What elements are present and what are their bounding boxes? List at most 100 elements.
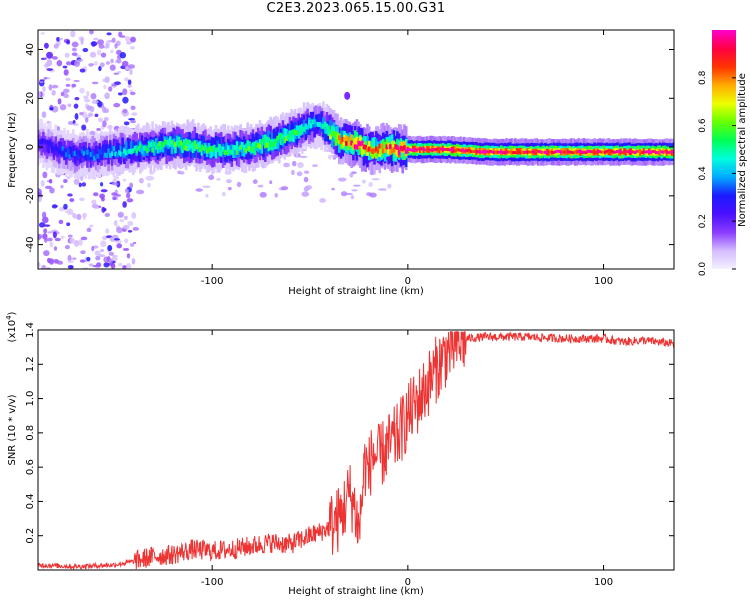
spectrogram-noise-cell xyxy=(88,63,94,67)
spectrogram-noise-cell xyxy=(89,30,94,35)
spectrogram-ridge-cell xyxy=(470,150,473,153)
spectrogram-noise-cell xyxy=(269,180,273,185)
spectrogram-ridge-cell xyxy=(232,147,235,159)
spectrogram-ridge-cell xyxy=(528,150,531,154)
spectrogram-noise-cell xyxy=(75,54,82,58)
spectrogram-ridge-cell xyxy=(524,150,528,154)
spectrogram-ridge-cell xyxy=(200,144,204,150)
spectrogram-ridge-cell xyxy=(658,150,662,154)
spectrogram-ridge-cell xyxy=(383,147,387,153)
spectrogram-noise-cell xyxy=(66,40,70,45)
spectrogram-noise-cell xyxy=(205,193,209,198)
spectrogram-noise-cell xyxy=(93,61,98,66)
spectrogram-ridge-cell xyxy=(302,126,306,132)
spectrogram-ridge-cell xyxy=(207,147,211,153)
spectrogram-ridge-cell xyxy=(618,150,621,153)
spectrogram-noise-cell xyxy=(120,35,126,38)
spectrogram-ridge-cell xyxy=(306,124,309,130)
spectrogram-ridge-cell xyxy=(646,150,649,154)
spectrogram-noise-cell xyxy=(305,185,313,190)
spectrogram-ridge-cell xyxy=(116,142,119,154)
spectrogram-noise-cell xyxy=(128,64,135,69)
spectrogram-ridge-cell xyxy=(234,147,237,159)
spectrogram-noise-cell xyxy=(89,51,97,58)
spectrogram-noise-cell xyxy=(103,262,110,268)
spectrogram-noise-cell xyxy=(350,195,355,200)
spectrogram-ridge-cell xyxy=(283,138,286,144)
spectrogram-ridge-cell xyxy=(596,149,600,153)
spectrogram-noise-cell xyxy=(111,192,118,196)
spectrogram-ridge-cell xyxy=(397,150,401,156)
spectrogram-ridge-cell xyxy=(137,142,140,162)
spectrogram-noise-cell xyxy=(79,259,86,263)
spectrogram-noise-cell xyxy=(95,266,100,269)
spectrogram-noise-cell xyxy=(119,218,125,223)
spectrogram-noise-cell xyxy=(38,234,41,241)
spectrogram-ridge-cell xyxy=(626,150,630,154)
spectrogram-ridge-cell xyxy=(373,148,376,154)
spectrogram-ridge-cell xyxy=(172,142,176,148)
spectrogram-y-tick-label: 40 xyxy=(25,43,36,56)
spectrogram-noise-cell xyxy=(127,230,133,233)
spectrogram-noise-cell xyxy=(64,245,70,250)
spectrogram-ridge-cell xyxy=(121,144,124,156)
spectrogram-ridge-cell xyxy=(392,140,396,152)
spectrogram-ridge-cell xyxy=(116,152,119,158)
spectrogram-noise-cell xyxy=(110,49,114,54)
colorbar-ticks: 0.0 0.2 0.4 0.6 0.8 xyxy=(698,70,736,276)
spectrogram-ridge-cell xyxy=(197,142,200,148)
spectrogram-ridge-cell xyxy=(563,150,567,154)
spectrogram-ridge-cell xyxy=(151,139,154,151)
spectrogram-ridge-cell xyxy=(304,124,308,130)
spectrogram-noise-cell xyxy=(67,121,74,126)
spectrogram-noise-cell xyxy=(73,240,80,247)
spectrogram-ridge-cell xyxy=(165,139,168,145)
spectrogram-ridge-cell xyxy=(588,149,591,153)
spectrogram-noise-cell xyxy=(126,253,131,259)
spectrogram-ridge-cell xyxy=(348,142,352,148)
spectrogram-noise-cell xyxy=(79,87,85,94)
spectrogram-ridge-cell xyxy=(411,148,415,152)
spectrogram-noise-cell xyxy=(113,72,119,75)
spectrogram-ridge-cell xyxy=(517,150,521,154)
spectrogram-ridge-cell xyxy=(82,151,86,157)
spectrogram-ridge-cell xyxy=(507,150,510,154)
spectrogram-ridge-cell xyxy=(66,148,70,154)
spectrogram-noise-cell xyxy=(43,77,48,80)
spectrogram-noise-cell xyxy=(337,177,347,182)
spectrogram-noise-cell xyxy=(97,49,102,56)
spectrogram-ridge-cell xyxy=(614,150,618,154)
spectrogram-noise-cell xyxy=(236,181,242,188)
spectrogram-ridge-cell xyxy=(621,151,625,155)
spectrogram-ridge-cell xyxy=(477,150,480,154)
spectrogram-ridge-cell xyxy=(378,143,382,149)
spectrogram-ridge-cell xyxy=(320,123,323,129)
spectrogram-noise-cell xyxy=(38,196,43,202)
spectrogram-noise-cell xyxy=(53,43,59,49)
spectrogram-ridge-cell xyxy=(43,142,47,153)
spectrogram-noise-cell xyxy=(100,52,107,58)
spectrogram-ridge-cell xyxy=(656,151,660,155)
spectrogram-noise-cell xyxy=(40,180,45,187)
spectrogram-ridge-cell xyxy=(345,140,348,146)
spectrogram-ridge-cell xyxy=(175,140,179,146)
spectrogram-noise-cell xyxy=(113,102,121,108)
spectrogram-noise-cell xyxy=(45,185,52,190)
spectrogram-noise-cell xyxy=(103,84,107,90)
spectrogram-noise-cell xyxy=(98,205,102,209)
spectrogram-noise-cell xyxy=(319,198,327,203)
spectrogram-noise-cell xyxy=(122,112,127,117)
spectrogram-noise-cell xyxy=(122,224,130,230)
spectrogram-noise-cell xyxy=(122,96,129,104)
spectrogram-noise-cell xyxy=(74,97,80,101)
spectrogram-ridge-cell xyxy=(128,148,131,154)
spectrogram-ridge-cell xyxy=(202,146,205,151)
spectrogram-ridge-cell xyxy=(239,144,242,150)
spectrogram-ridge-cell xyxy=(396,145,399,157)
spectrogram-ridge-cell xyxy=(337,135,341,141)
spectrogram-noise-cell xyxy=(71,83,77,88)
spectrogram-ridge-cell xyxy=(137,145,140,151)
spectrogram-ridge-cell xyxy=(68,146,72,157)
spectrogram-noise-cell xyxy=(102,106,107,113)
spectrogram-ridge-cell xyxy=(586,149,589,153)
